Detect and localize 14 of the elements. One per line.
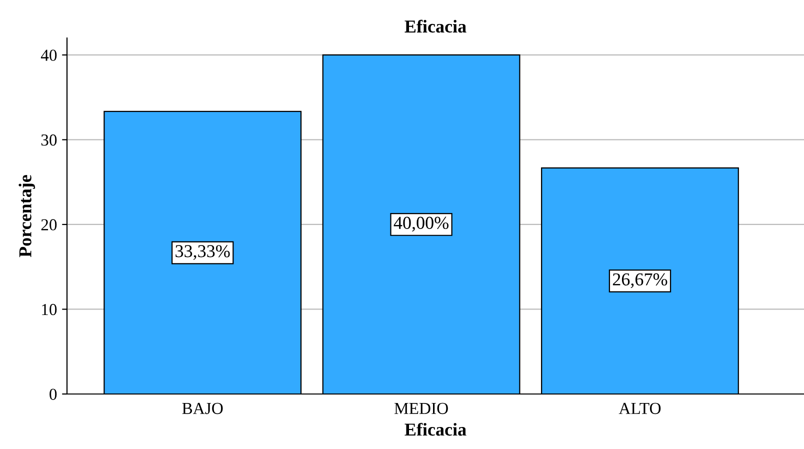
y-axis-title: Porcentaje: [18, 175, 36, 258]
y-tick-label: 0: [50, 388, 57, 400]
x-tick-label: MEDIO: [394, 402, 448, 414]
x-axis-title: Eficacia: [404, 422, 466, 436]
chart-title: Eficacia: [404, 20, 466, 33]
x-tick-label: BAJO: [182, 402, 223, 414]
y-tick-label: 40: [40, 50, 57, 61]
y-tick-label: 10: [42, 304, 57, 316]
data-label: 40,00%: [394, 216, 448, 232]
x-tick-label: ALTO: [618, 402, 661, 414]
y-tick-label: 30: [41, 134, 57, 146]
y-tick-label: 20: [41, 219, 57, 230]
data-label: 33,33%: [176, 245, 230, 260]
data-label: 26,67%: [612, 273, 668, 288]
